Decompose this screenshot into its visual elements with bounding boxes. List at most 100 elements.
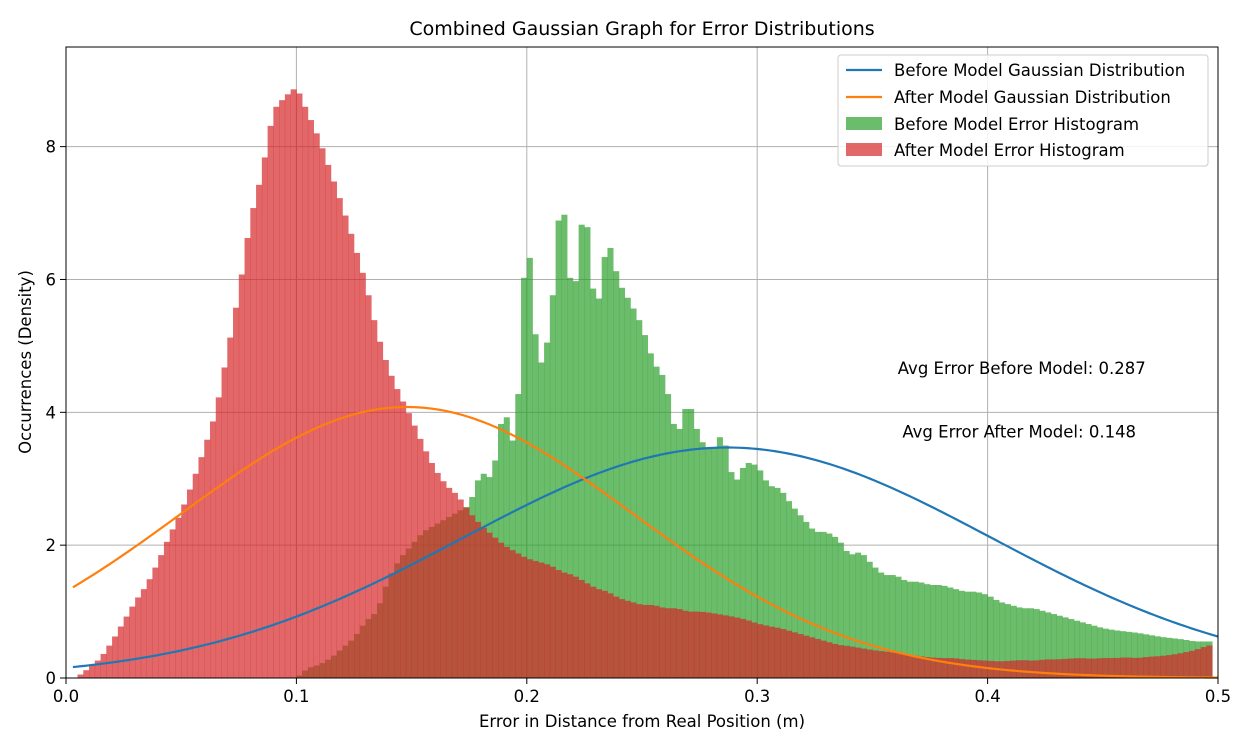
after-histogram-bar <box>204 439 211 678</box>
before-histogram-bar <box>1039 610 1046 678</box>
y-tick-label: 8 <box>46 138 57 157</box>
x-tick-label: 0.1 <box>283 687 309 706</box>
avg-error-after-annotation: Avg Error After Model: 0.148 <box>902 423 1136 442</box>
after-histogram-bar <box>302 106 309 679</box>
before-histogram-bar <box>797 515 804 678</box>
before-histogram-bar <box>515 394 522 678</box>
after-histogram-bar <box>83 670 90 678</box>
before-histogram-bar <box>1125 631 1132 678</box>
after-histogram-bar <box>509 550 516 678</box>
before-histogram-bar <box>682 408 689 678</box>
after-histogram-bar <box>958 659 965 678</box>
before-histogram-bar <box>653 366 660 678</box>
before-histogram-bar <box>837 542 844 678</box>
x-axis-label: Error in Distance from Real Position (m) <box>479 712 805 731</box>
after-histogram-bar <box>336 198 343 678</box>
after-histogram-bar <box>400 401 407 678</box>
before-histogram-bar <box>981 594 988 678</box>
after-histogram-bar <box>210 421 217 678</box>
before-histogram-bar <box>647 353 654 678</box>
after-histogram-bar <box>624 600 631 678</box>
after-histogram-bar <box>953 658 960 678</box>
after-histogram-bar <box>814 638 821 678</box>
before-histogram-bar <box>1085 624 1092 678</box>
after-histogram-bar <box>261 157 268 679</box>
after-histogram-bar <box>434 472 441 678</box>
before-histogram-bar <box>716 437 723 678</box>
after-histogram-bar <box>319 148 326 678</box>
before-histogram-bar <box>935 585 942 678</box>
after-histogram-bar <box>1022 660 1029 678</box>
before-histogram-bar <box>659 374 666 678</box>
before-histogram-bar <box>567 277 574 678</box>
before-histogram-bar <box>1143 634 1150 678</box>
before-histogram-bar <box>728 472 735 678</box>
after-histogram-bar <box>1050 659 1058 678</box>
before-histogram-bar <box>618 287 626 678</box>
after-histogram-bar <box>89 665 96 678</box>
after-histogram-bar <box>797 633 804 678</box>
before-histogram-bar <box>521 277 528 678</box>
before-histogram-bar <box>930 585 937 678</box>
before-histogram-bar <box>693 428 700 678</box>
x-tick-label: 0.3 <box>744 687 770 706</box>
legend: Before Model Gaussian Distribution After… <box>837 54 1209 167</box>
after-histogram-bar <box>123 616 130 678</box>
after-histogram-bar <box>256 184 263 679</box>
legend-label-before-gaussian: Before Model Gaussian Distribution <box>894 61 1185 80</box>
after-histogram-bar <box>1189 650 1196 678</box>
before-histogram-bar <box>549 295 556 678</box>
before-histogram-bar <box>676 428 683 678</box>
after-histogram-bar <box>348 233 355 678</box>
after-histogram-bar <box>330 181 338 678</box>
after-histogram-bar <box>544 564 551 678</box>
after-histogram-bar <box>878 651 885 678</box>
after-histogram-bar <box>284 94 291 678</box>
after-histogram-bar <box>1183 652 1190 678</box>
after-histogram-bar <box>924 657 931 678</box>
after-histogram-bar <box>1033 660 1040 678</box>
before-histogram-bar <box>832 536 839 678</box>
after-model-gaussian-line <box>72 405 1219 679</box>
after-histogram-bar <box>947 658 954 678</box>
after-histogram-bar <box>780 629 787 678</box>
after-histogram-bar <box>394 389 401 678</box>
after-histogram-bar <box>722 615 729 678</box>
after-histogram-bar <box>630 602 637 678</box>
after-histogram-bar <box>688 611 695 678</box>
after-histogram-bar <box>613 596 620 678</box>
after-histogram-bar <box>590 586 597 678</box>
before-histogram-bar <box>699 442 706 678</box>
after-histogram-bar <box>227 337 234 678</box>
before-histogram-bar <box>889 575 896 678</box>
after-histogram-bar <box>970 659 977 678</box>
after-histogram-bar <box>244 237 251 679</box>
after-histogram-bar <box>1171 654 1178 678</box>
before-histogram-bar <box>578 224 585 678</box>
y-tick-label: 2 <box>46 536 57 555</box>
after-histogram-bar <box>837 645 844 678</box>
after-histogram-bar <box>192 473 199 678</box>
after-histogram-bar <box>279 100 286 678</box>
before-histogram-bar <box>1045 612 1052 678</box>
after-histogram-bar <box>895 653 902 678</box>
before-histogram-bar <box>883 575 890 678</box>
avg-error-before-annotation: Avg Error Before Model: 0.287 <box>898 359 1146 378</box>
after-histogram-bar <box>751 622 758 678</box>
before-histogram-bar <box>734 479 741 678</box>
after-histogram-bar <box>1143 657 1150 678</box>
after-histogram-bar <box>665 608 672 678</box>
after-histogram-bar <box>129 606 136 678</box>
after-histogram-bar <box>1160 655 1167 678</box>
before-histogram-bar <box>918 582 925 678</box>
before-histogram-bar <box>722 445 729 678</box>
after-histogram-bar <box>1056 659 1063 678</box>
after-histogram-bar <box>382 360 389 678</box>
before-histogram-bar <box>814 531 821 678</box>
after-histogram-bar <box>152 567 159 678</box>
after-histogram-bar <box>1074 658 1081 678</box>
after-histogram-bar <box>273 106 280 679</box>
before-histogram-bar <box>964 591 971 678</box>
before-histogram-bar <box>555 220 562 678</box>
